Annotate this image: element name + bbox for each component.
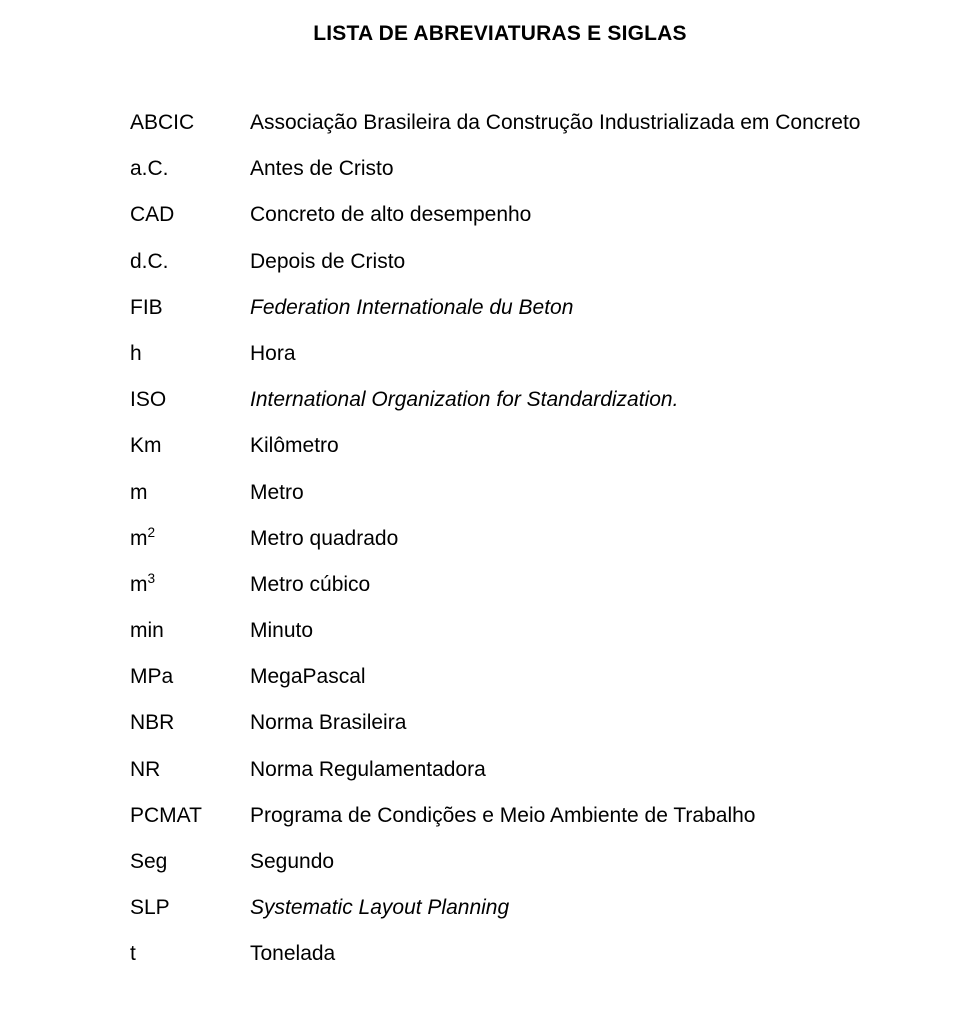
abbrev-term: ABCIC xyxy=(130,110,250,135)
abbrev-description: Minuto xyxy=(250,618,870,643)
abbrev-row: SegSegundo xyxy=(130,849,870,874)
abbrev-term: NBR xyxy=(130,710,250,735)
abbrev-term: Seg xyxy=(130,849,250,874)
abbrev-row: PCMATPrograma de Condições e Meio Ambien… xyxy=(130,803,870,828)
abbrev-description: Depois de Cristo xyxy=(250,249,870,274)
abbrev-row: KmKilômetro xyxy=(130,433,870,458)
abbrev-row: m2Metro quadrado xyxy=(130,526,870,551)
abbrev-description: Metro xyxy=(250,480,870,505)
abbrev-list: ABCICAssociação Brasileira da Construção… xyxy=(130,110,870,967)
abbrev-description: Federation Internationale du Beton xyxy=(250,295,870,320)
abbrev-term: PCMAT xyxy=(130,803,250,828)
abbrev-term: FIB xyxy=(130,295,250,320)
abbrev-row: tTonelada xyxy=(130,941,870,966)
abbrev-row: mMetro xyxy=(130,480,870,505)
abbrev-term: d.C. xyxy=(130,249,250,274)
abbrev-row: ISOInternational Organization for Standa… xyxy=(130,387,870,412)
abbrev-term: Km xyxy=(130,433,250,458)
abbrev-term: t xyxy=(130,941,250,966)
abbrev-description: Norma Brasileira xyxy=(250,710,870,735)
abbrev-row: m3Metro cúbico xyxy=(130,572,870,597)
abbrev-description: Antes de Cristo xyxy=(250,156,870,181)
page: LISTA DE ABREVIATURAS E SIGLAS ABCICAsso… xyxy=(0,0,960,967)
abbrev-term: m xyxy=(130,480,250,505)
abbrev-description: Programa de Condições e Meio Ambiente de… xyxy=(250,803,870,828)
abbrev-description: International Organization for Standardi… xyxy=(250,387,870,412)
abbrev-term: ISO xyxy=(130,387,250,412)
abbrev-row: SLPSystematic Layout Planning xyxy=(130,895,870,920)
abbrev-term: CAD xyxy=(130,202,250,227)
abbrev-description: MegaPascal xyxy=(250,664,870,689)
abbrev-description: Metro cúbico xyxy=(250,572,870,597)
abbrev-row: d.C.Depois de Cristo xyxy=(130,249,870,274)
abbrev-row: NRNorma Regulamentadora xyxy=(130,757,870,782)
abbrev-row: minMinuto xyxy=(130,618,870,643)
abbrev-term: a.C. xyxy=(130,156,250,181)
abbrev-term: MPa xyxy=(130,664,250,689)
abbrev-description: Hora xyxy=(250,341,870,366)
abbrev-row: ABCICAssociação Brasileira da Construção… xyxy=(130,110,870,135)
abbrev-term: m3 xyxy=(130,572,250,597)
abbrev-description: Associação Brasileira da Construção Indu… xyxy=(250,110,870,135)
abbrev-description: Concreto de alto desempenho xyxy=(250,202,870,227)
abbrev-row: CADConcreto de alto desempenho xyxy=(130,202,870,227)
abbrev-description: Segundo xyxy=(250,849,870,874)
abbrev-row: MPaMegaPascal xyxy=(130,664,870,689)
abbrev-row: FIBFederation Internationale du Beton xyxy=(130,295,870,320)
page-title: LISTA DE ABREVIATURAS E SIGLAS xyxy=(130,22,870,46)
abbrev-description: Norma Regulamentadora xyxy=(250,757,870,782)
abbrev-row: hHora xyxy=(130,341,870,366)
abbrev-term: h xyxy=(130,341,250,366)
abbrev-term: m2 xyxy=(130,526,250,551)
abbrev-term: SLP xyxy=(130,895,250,920)
abbrev-row: a.C.Antes de Cristo xyxy=(130,156,870,181)
abbrev-description: Kilômetro xyxy=(250,433,870,458)
abbrev-term: NR xyxy=(130,757,250,782)
abbrev-term: min xyxy=(130,618,250,643)
abbrev-description: Systematic Layout Planning xyxy=(250,895,870,920)
abbrev-description: Tonelada xyxy=(250,941,870,966)
abbrev-row: NBRNorma Brasileira xyxy=(130,710,870,735)
abbrev-description: Metro quadrado xyxy=(250,526,870,551)
